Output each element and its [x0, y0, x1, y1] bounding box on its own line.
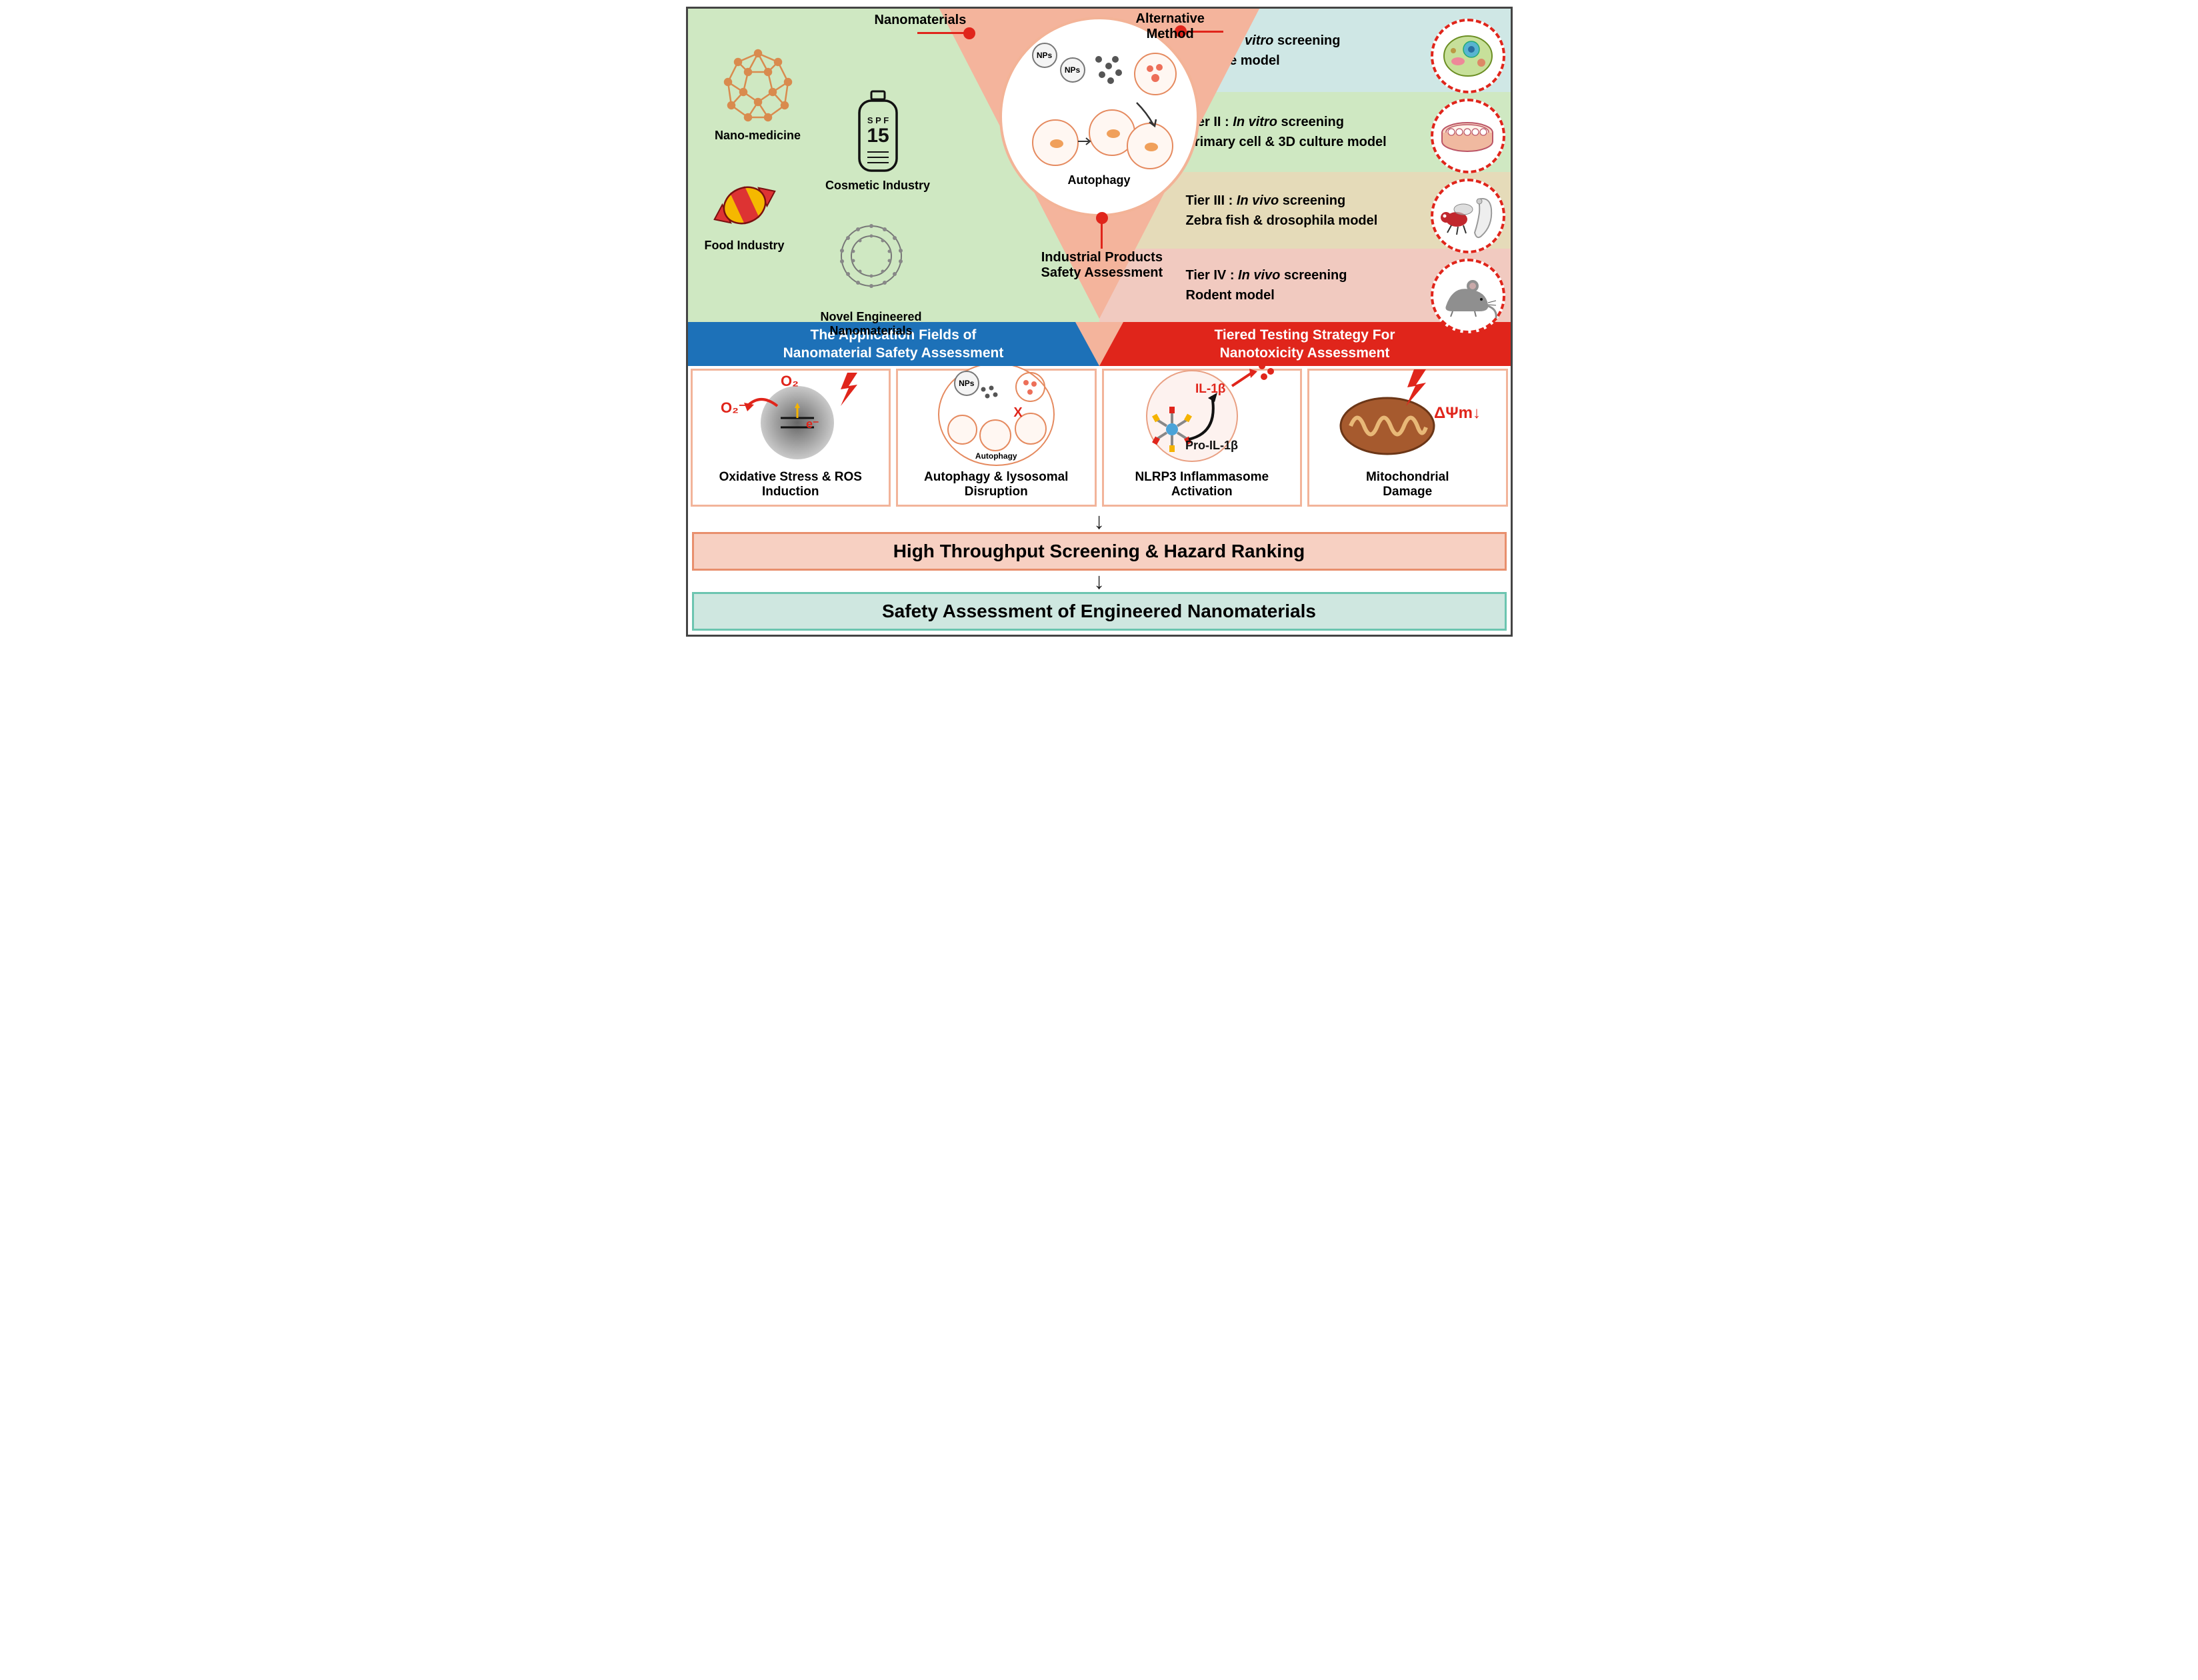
header-tiered: Tiered Testing Strategy For Nanotoxicity…	[1099, 322, 1511, 366]
autophagosome-icon	[979, 419, 1011, 451]
candy-icon	[695, 175, 795, 235]
dots-icon	[978, 384, 1001, 407]
app-novel: Novel Engineered Nanomaterials	[805, 205, 938, 352]
model-mouse-icon	[1431, 259, 1505, 333]
x-mark: X	[1013, 405, 1022, 421]
arrow-down-2: ↓	[1093, 569, 1105, 595]
nlrp3-graphic: IL-1β Pro-IL-1β	[1109, 359, 1295, 466]
app-cosmetic: S P F 15 Cosmetic Industry	[821, 89, 935, 193]
banner-safety: Safety Assessment of Engineered Nanomate…	[692, 592, 1507, 631]
app-nanomedicine: Nano-medicine	[701, 45, 815, 143]
mech-ros: e⁻ O₂ O₂⁻· Oxidative Stress & ROS Induct…	[691, 369, 891, 507]
callout-industrial: Industrial Products Safety Assessment	[1041, 250, 1163, 281]
header-right-text: Tiered Testing Strategy For Nanotoxicity…	[1214, 326, 1395, 363]
triangle-tip	[1075, 322, 1123, 366]
autophagy-graphic: NPs X Autophagy	[903, 363, 1089, 466]
phagosome-icon	[947, 415, 977, 445]
svg-text:15: 15	[867, 125, 889, 147]
liposome-icon	[805, 219, 938, 293]
central-circle: NPs NPs Autophagy	[999, 17, 1199, 217]
arrow-down-1: ↓	[1093, 509, 1105, 535]
dot-industrial	[1096, 212, 1108, 224]
nanomedicine-label: Nano-medicine	[701, 129, 815, 143]
banner-hts: High Throughput Screening & Hazard Ranki…	[692, 532, 1507, 571]
food-label: Food Industry	[695, 239, 795, 253]
model-cell-icon	[1431, 19, 1505, 93]
diagram-frame: Tier I : In vitro screening Cell line mo…	[686, 7, 1513, 637]
dot-nanomaterials	[963, 27, 975, 39]
autophagy-label: Autophagy & lysosomal Disruption	[924, 470, 1068, 499]
mech-nlrp3: IL-1β Pro-IL-1β NLRP3 Inflammasome Activ…	[1102, 369, 1303, 507]
banner2-text: Safety Assessment of Engineered Nanomate…	[882, 601, 1316, 622]
ros-graphic: e⁻ O₂ O₂⁻·	[698, 366, 884, 466]
mech-autophagy: NPs X Autophagy Autophagy & lysosomal Di…	[896, 369, 1097, 507]
novel-label: Novel Engineered Nanomaterials	[805, 310, 938, 338]
svg-text:ΔΨm↓: ΔΨm↓	[1434, 404, 1481, 422]
top-region: Tier I : In vitro screening Cell line mo…	[688, 9, 1511, 322]
line-nanomaterials	[917, 32, 965, 34]
mito-label: Mitochondrial Damage	[1366, 470, 1449, 499]
bottle-icon: S P F 15	[821, 89, 935, 175]
lysosome-icon	[1134, 53, 1177, 95]
banner1-text: High Throughput Screening & Hazard Ranki…	[893, 541, 1305, 562]
callout-nanomaterials: Nanomaterials	[875, 13, 967, 28]
arrow-icon	[1077, 136, 1093, 147]
svg-text:Pro-IL-1β: Pro-IL-1β	[1185, 439, 1238, 452]
mechanisms-row: e⁻ O₂ O₂⁻· Oxidative Stress & ROS Induct…	[688, 366, 1511, 509]
autophagy-label: Autophagy	[1068, 173, 1131, 187]
np-group: NPs NPs	[1032, 43, 1085, 83]
lysosome-mini-icon	[1015, 372, 1045, 402]
mito-graphic: ΔΨm↓	[1315, 366, 1501, 466]
arrow-curve-icon	[1133, 99, 1160, 129]
cosmetic-label: Cosmetic Industry	[821, 179, 935, 193]
ros-label: Oxidative Stress & ROS Induction	[719, 470, 862, 499]
np-icon: NPs	[1032, 43, 1057, 68]
model-fly-worm-icon	[1431, 179, 1505, 253]
cell-icon-3	[1127, 123, 1173, 169]
model-dish-icon	[1431, 99, 1505, 173]
np-icon: NPs	[954, 371, 979, 396]
mech-mito: ΔΨm↓ Mitochondrial Damage	[1307, 369, 1508, 507]
line-industrial	[1101, 222, 1103, 249]
np-icon: NPs	[1060, 57, 1085, 83]
fullerene-icon	[701, 45, 815, 125]
nlrp3-label: NLRP3 Inflammasome Activation	[1135, 470, 1269, 499]
autophagy-mini-label: Autophagy	[939, 451, 1053, 461]
svg-text:O₂: O₂	[781, 373, 799, 389]
svg-text:S P F: S P F	[867, 115, 888, 125]
svg-text:e⁻: e⁻	[806, 417, 819, 431]
app-food: Food Industry	[695, 175, 795, 253]
svg-text:O₂⁻·: O₂⁻·	[721, 399, 751, 416]
cell-icon-1	[1032, 119, 1079, 166]
dots-group	[1092, 53, 1132, 96]
svg-text:IL-1β: IL-1β	[1195, 382, 1225, 396]
callout-altmethod: Alternative Method	[1136, 11, 1205, 42]
